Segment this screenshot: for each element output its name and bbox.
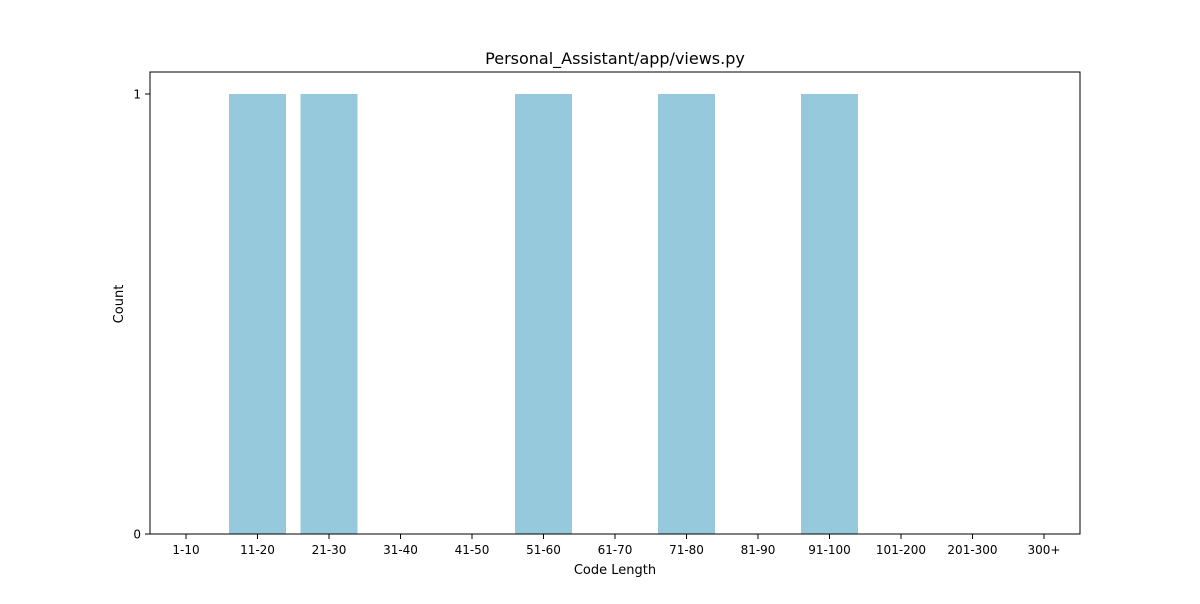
x-axis-label: Code Length: [574, 563, 656, 578]
x-tick-label: 31-40: [383, 543, 418, 557]
y-tick-label: 1: [133, 88, 141, 102]
x-tick-label: 61-70: [598, 543, 633, 557]
x-tick-label: 91-100: [808, 543, 851, 557]
chart-title: Personal_Assistant/app/views.py: [485, 49, 745, 69]
x-tick-label: 300+: [1028, 543, 1061, 557]
y-axis-label: Count: [112, 285, 127, 324]
plot-frame: [149, 71, 1081, 535]
bar-11-20: [229, 94, 286, 534]
bar-71-80: [658, 94, 715, 534]
x-tick-label: 41-50: [455, 543, 490, 557]
x-tick-label: 11-20: [240, 543, 275, 557]
bar-51-60: [515, 94, 572, 534]
x-tick-label: 21-30: [312, 543, 347, 557]
y-tick-label: 0: [133, 528, 141, 542]
x-tick-label: 1-10: [172, 543, 199, 557]
x-tick-label: 71-80: [669, 543, 704, 557]
bar-91-100: [801, 94, 858, 534]
x-tick-label: 201-300: [947, 543, 997, 557]
bars-group: [229, 94, 858, 534]
x-ticks-group: 1-10 11-20 21-30 31-40 41-50 51-60 61-70 71-80 8…: [172, 534, 1060, 557]
bar-21-30: [300, 94, 358, 534]
x-tick-label: 51-60: [526, 543, 561, 557]
x-tick-label: 81-90: [741, 543, 776, 557]
y-ticks-group: 01: [133, 88, 150, 542]
x-tick-label: 101-200: [876, 543, 926, 557]
